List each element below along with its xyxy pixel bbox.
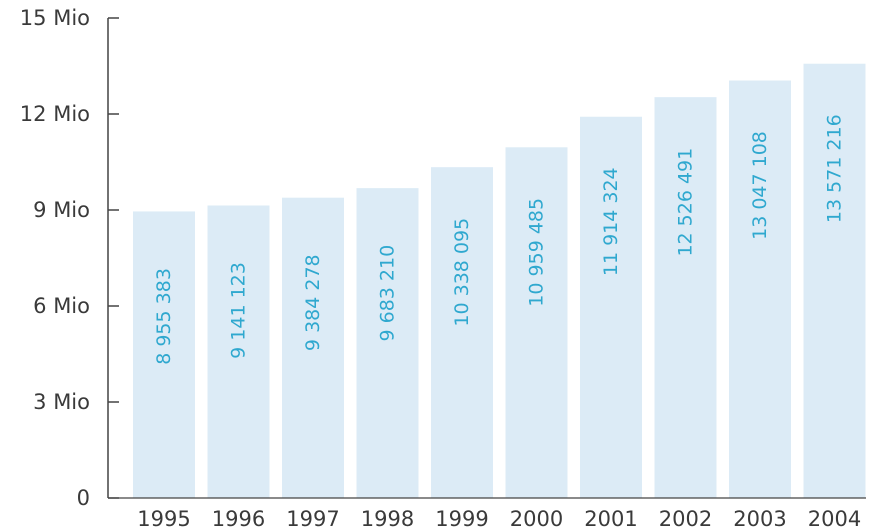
bar — [356, 188, 419, 499]
y-tick-label: 9 Mio — [33, 198, 90, 222]
bar — [505, 147, 568, 498]
bar-value-label: 10 338 095 — [451, 218, 473, 327]
y-ticks-group: 0 3 Mio 6 Mio 9 Mio 12 Mio 15 Mio — [20, 6, 119, 510]
x-tick-label: 1999 — [435, 507, 488, 530]
y-tick-label: 3 Mio — [33, 390, 90, 414]
x-tick-label: 2001 — [584, 507, 637, 530]
bar — [580, 116, 642, 498]
bar — [729, 80, 791, 498]
bar — [803, 63, 866, 498]
bar — [654, 97, 717, 499]
y-tick-label: 12 Mio — [20, 102, 90, 126]
bars-group — [133, 63, 866, 499]
bar-value-label: 11 914 324 — [600, 167, 622, 276]
x-tick-label: 1997 — [286, 507, 339, 530]
y-tick-label: 0 — [77, 486, 90, 510]
bar-value-label: 13 571 216 — [824, 114, 846, 223]
bar-value-label: 8 955 383 — [153, 268, 175, 365]
bar-value-label: 10 959 485 — [526, 198, 548, 307]
bar-value-label: 9 384 278 — [302, 254, 324, 351]
y-tick-label: 15 Mio — [20, 6, 90, 30]
x-tick-label: 2004 — [808, 507, 861, 530]
x-tick-label: 1998 — [361, 507, 414, 530]
x-tick-label: 2003 — [733, 507, 786, 530]
x-tick-label: 2002 — [659, 507, 712, 530]
bar — [431, 167, 493, 498]
x-ticks-group: 1995 1996 1997 1998 1999 2000 2001 2002 2003 2004 — [137, 507, 861, 530]
bar-value-label: 9 141 123 — [228, 262, 250, 359]
bar-value-label: 12 526 491 — [675, 148, 697, 257]
bar-value-label: 13 047 108 — [749, 131, 771, 240]
data-labels-group: 8 955 383 9 141 123 9 384 278 9 683 210 10 3… — [153, 114, 846, 364]
y-tick-label: 6 Mio — [33, 294, 90, 318]
bar — [282, 197, 344, 498]
bar — [133, 211, 195, 499]
x-tick-label: 1996 — [212, 507, 265, 530]
bar — [207, 205, 270, 498]
x-tick-label: 2000 — [510, 507, 563, 530]
bar-value-label: 9 683 210 — [377, 245, 399, 342]
x-tick-label: 1995 — [137, 507, 190, 530]
axes-group — [107, 18, 866, 499]
